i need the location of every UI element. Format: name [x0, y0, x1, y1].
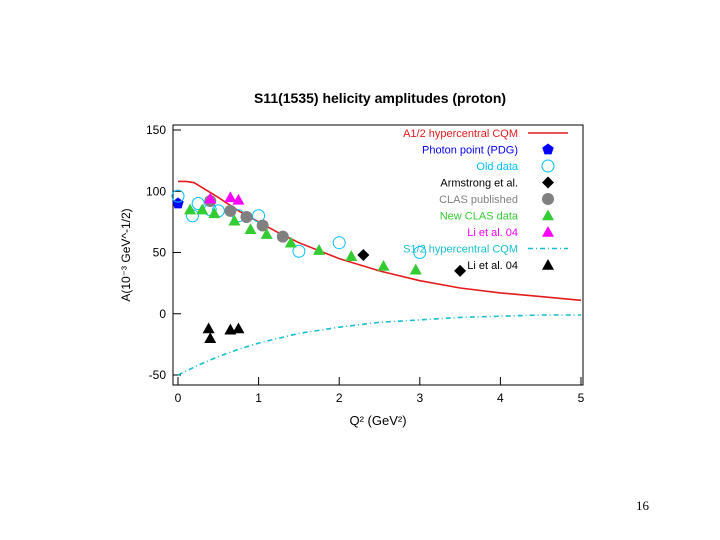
legend-label: S1/2 hypercentral CQM [403, 244, 518, 256]
x-tick-label: 4 [497, 391, 504, 405]
data-point-li-a [232, 193, 245, 205]
chart-title: S11(1535) helicity amplitudes (proton) [254, 90, 506, 106]
legend-label: Li et al. 04 [467, 260, 518, 272]
data-point-new-clas [228, 214, 241, 226]
legend-label: Armstrong et al. [440, 178, 518, 190]
x-axis-label: Q² (GeV²) [349, 413, 406, 428]
legend-label: A1/2 hypercentral CQM [403, 128, 518, 140]
data-point-li-s [204, 332, 217, 344]
data-point-clas-published [256, 219, 269, 232]
data-point-clas-published [240, 210, 253, 223]
legend-swatch-marker [542, 209, 554, 221]
series-li-a [204, 191, 245, 205]
y-tick-label: 50 [153, 246, 167, 260]
y-tick-label: 150 [146, 123, 166, 137]
data-point-old-data [191, 197, 205, 210]
series-line-s12-curve [177, 314, 581, 376]
data-point-old-data [292, 244, 306, 258]
plot-frame [172, 124, 584, 386]
series-s12-curve [177, 314, 581, 376]
x-axis-ticks: 0 1 2 3 4 5 [175, 377, 585, 405]
series-new-clas [184, 203, 422, 275]
y-tick-label: 0 [159, 307, 166, 321]
data-point-new-clas [208, 207, 221, 219]
page-number: 16 [636, 498, 649, 513]
x-tick-label: 0 [175, 391, 182, 405]
legend-swatch-marker [542, 226, 554, 237]
series-li-s [202, 322, 245, 344]
y-tick-label: 100 [146, 184, 166, 198]
data-point-clas-published [224, 204, 237, 217]
data-point-new-clas [260, 228, 273, 239]
series-armstrong [357, 248, 467, 277]
data-point-photon-point [172, 197, 184, 209]
series-clas-published [204, 195, 289, 243]
x-tick-label: 1 [255, 391, 262, 405]
legend-swatch-marker [542, 176, 554, 189]
legend-label: Old data [476, 161, 518, 173]
legend-swatch-marker [542, 143, 554, 155]
data-point-new-clas [409, 263, 422, 275]
data-point-new-clas [184, 203, 197, 215]
legend-swatch-marker [541, 159, 555, 173]
x-tick-label: 3 [416, 391, 423, 405]
legend: A1/2 hypercentral CQM Photon point (PDG) O… [403, 128, 568, 272]
data-point-old-data [413, 246, 427, 259]
series-line-a12-curve [178, 180, 582, 302]
data-point-new-clas [377, 259, 390, 271]
data-point-clas-published [276, 230, 289, 243]
data-point-old-data [332, 236, 346, 250]
data-point-new-clas [284, 236, 297, 248]
series-photon-point [172, 197, 184, 209]
series-a12-curve [178, 180, 582, 302]
legend-label: New CLAS data [440, 211, 519, 223]
data-point-armstrong [357, 248, 370, 261]
data-point-li-a [204, 192, 217, 204]
legend-label: Li et al. 04 [467, 227, 518, 239]
legend-label: Photon point (PDG) [422, 145, 518, 157]
legend-label: CLAS published [439, 194, 518, 206]
y-axis-ticks: -50 0 50 100 150 [146, 123, 181, 382]
data-point-li-s [232, 322, 245, 334]
series-layer [171, 180, 582, 376]
data-point-new-clas [244, 223, 257, 235]
x-tick-label: 2 [336, 391, 343, 405]
data-point-li-s [202, 322, 215, 334]
data-point-armstrong [454, 264, 467, 277]
data-point-new-clas [345, 250, 358, 261]
legend-swatch-marker [542, 193, 554, 205]
x-tick-label: 5 [578, 391, 585, 405]
data-point-new-clas [313, 244, 326, 255]
y-axis-label: A(10⁻³ GeV^-1/2) [119, 208, 133, 301]
data-point-li-a [224, 191, 237, 203]
data-point-new-clas [196, 203, 209, 215]
legend-swatch-marker [542, 259, 554, 270]
y-tick-label: -50 [149, 368, 167, 382]
data-point-old-data [171, 189, 185, 203]
